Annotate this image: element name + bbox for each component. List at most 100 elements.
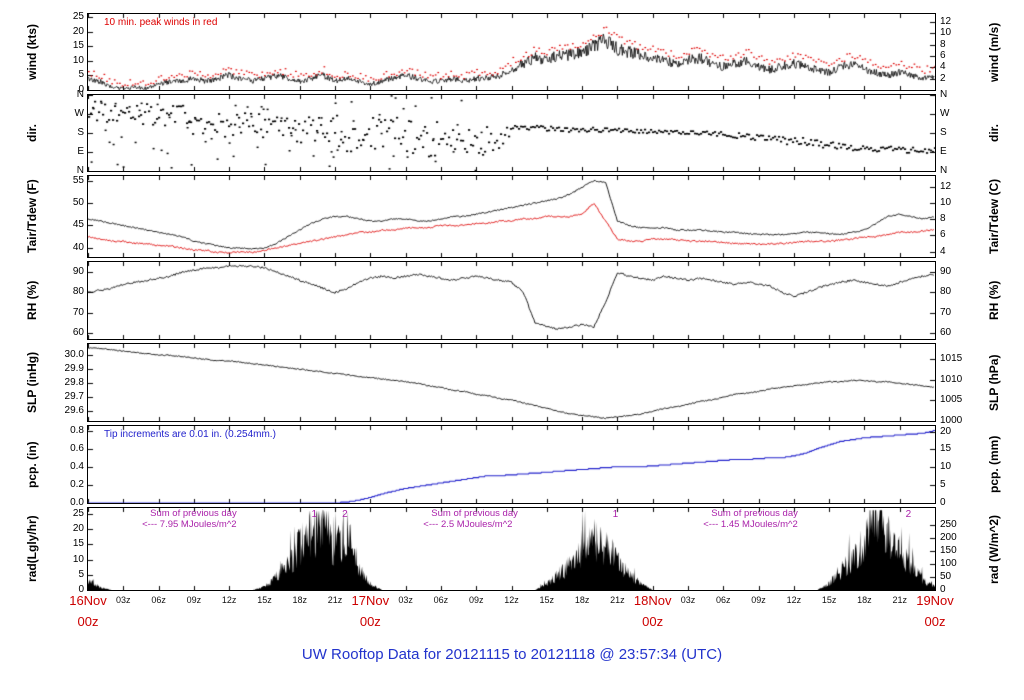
xtick-hour-21: 21z (327, 595, 343, 605)
dir-left-axis-label: dir. (25, 124, 39, 143)
tair-ytick-right-1: 6 (940, 229, 946, 241)
rh-plot-canvas (88, 262, 935, 339)
xtick-hour-12: 12z (221, 595, 237, 605)
rad-ytick-right-5: 250 (940, 518, 957, 530)
pcp-right-axis-label: pcp. (mm) (987, 435, 1001, 494)
xtick-hour-57: 09z (751, 595, 766, 605)
wind-ytick-right-5: 12 (940, 15, 952, 27)
pcp-ytick-right-3: 15 (940, 443, 952, 455)
wind-plot-canvas (88, 14, 935, 90)
xtick-hour-33: 09z (468, 595, 484, 605)
tair-ytick-left-2: 50 (72, 196, 84, 208)
pcp-ytick-right-1: 5 (940, 479, 946, 491)
xtick-hour-9: 09z (186, 595, 202, 605)
rad-ytick-right-1: 50 (940, 570, 952, 582)
xtick-hour-27: 03z (398, 595, 413, 605)
rh-ytick-right-1: 70 (940, 306, 952, 318)
xtick-hour-18: 18z (292, 595, 308, 605)
rad-sum-line2-0: <--- 7.95 MJoules/m^2 (142, 518, 237, 530)
xtick-hour-63: 15z (821, 595, 837, 605)
rad-sum-line2-2: <--- 1.45 MJoules/m^2 (703, 518, 798, 530)
panel-tair (87, 175, 936, 258)
pcp-ytick-right-4: 20 (940, 425, 952, 437)
slp-left-axis-label: SLP (inHg) (25, 351, 39, 414)
xtick-date-hour-72: 00z (924, 614, 946, 629)
pcp-ytick-right-0: 0 (940, 497, 946, 508)
rad-marker-3: 2 (905, 509, 912, 520)
tair-ytick-right-0: 4 (940, 245, 946, 257)
xtick-hour-30: 06z (433, 595, 449, 605)
pcp-ytick-left-0: 0.0 (70, 497, 84, 508)
slp-ytick-left-4: 30.0 (64, 349, 84, 361)
dir-ytick-right-3: W (940, 108, 950, 119)
rad-sum-line1-0: Sum of previous day (150, 508, 237, 519)
rad-ytick-left-2: 10 (72, 553, 84, 565)
xtick-hour-42: 18z (574, 595, 590, 605)
rad-left-axis-label: rad(Lgly/hr) (25, 515, 39, 583)
wind-right-axis-label: wind (m/s) (987, 22, 1001, 82)
dir-ytick-right-4: N (940, 89, 948, 100)
panel-rh (87, 261, 936, 340)
slp-ytick-right-2: 1010 (940, 373, 963, 385)
rh-ytick-right-3: 90 (940, 266, 952, 278)
dir-ytick-left-1: E (77, 146, 84, 157)
dir-ytick-left-3: W (74, 108, 84, 119)
xtick-date-hour-24: 00z (359, 614, 381, 629)
rad-ytick-left-0: 0 (78, 584, 84, 595)
xtick-date-hour-48: 00z (642, 614, 664, 629)
dir-ytick-left-0: N (76, 165, 84, 176)
wind-peak-note: 10 min. peak winds in red (104, 17, 218, 28)
xtick-hour-54: 06z (715, 595, 731, 605)
rh-ytick-right-2: 80 (940, 286, 952, 298)
rad-ytick-right-3: 150 (940, 544, 957, 556)
wind-ytick-left-1: 5 (78, 69, 84, 81)
figure-title: UW Rooftop Data for 20121115 to 20121118… (301, 646, 723, 663)
slp-right-axis-label: SLP (hPa) (987, 354, 1001, 411)
rad-sum-note-0: Sum of previous day <--- 7.95 MJoules/m^2 (142, 508, 237, 530)
panel-wind (87, 13, 936, 91)
rad-sum-note-1: Sum of previous day <--- 2.5 MJoules/m^2 (423, 508, 518, 530)
xtick-hour-45: 21z (610, 595, 625, 605)
wind-ytick-right-4: 10 (940, 27, 952, 39)
xtick-hour-6: 06z (151, 595, 166, 605)
tair-ytick-left-0: 40 (72, 242, 84, 253)
rh-ytick-left-2: 80 (72, 286, 84, 298)
wind-ytick-left-0: 0 (78, 84, 84, 95)
wind-ytick-right-2: 6 (940, 49, 946, 61)
dir-right-axis-label: dir. (987, 124, 1001, 143)
wind-ytick-left-4: 20 (72, 25, 84, 37)
rad-sum-line1-1: Sum of previous day (431, 508, 518, 519)
dir-ytick-right-2: S (940, 127, 947, 138)
rad-ytick-left-4: 20 (72, 523, 84, 535)
xtick-date-72: 19Nov (916, 593, 954, 608)
pcp-left-axis-label: pcp. (in) (25, 441, 39, 488)
xtick-hour-3: 03z (116, 595, 131, 605)
xtick-hour-60: 12z (786, 595, 802, 605)
xtick-date-0: 16Nov (69, 593, 107, 608)
rad-ytick-right-2: 100 (940, 557, 957, 569)
xtick-hour-36: 12z (504, 595, 519, 605)
xtick-date-48: 18Nov (633, 593, 672, 608)
tair-ytick-right-3: 10 (940, 196, 952, 208)
rad-ytick-left-3: 15 (72, 538, 84, 550)
wind-ytick-left-5: 25 (72, 10, 84, 22)
panel-rad (87, 507, 936, 591)
slp-ytick-right-3: 1015 (940, 353, 963, 364)
slp-ytick-right-1: 1005 (940, 394, 963, 406)
rad-ytick-left-1: 5 (78, 568, 84, 580)
rh-left-axis-label: RH (%) (25, 280, 39, 321)
xtick-hour-51: 03z (680, 595, 696, 605)
pcp-ytick-right-2: 10 (940, 461, 952, 473)
wind-ytick-left-2: 10 (72, 54, 84, 66)
pcp-ytick-left-1: 0.2 (70, 478, 84, 490)
pcp-ytick-left-4: 0.8 (70, 424, 84, 436)
xtick-date-24: 17Nov (351, 593, 390, 608)
dir-ytick-right-0: N (940, 165, 948, 176)
slp-ytick-left-0: 29.6 (64, 405, 84, 417)
tair-ytick-left-1: 45 (72, 219, 84, 231)
pcp-tip-note: Tip increments are 0.01 in. (0.254mm.) (104, 429, 276, 440)
panel-slp (87, 343, 936, 422)
pcp-ytick-left-2: 0.4 (70, 460, 84, 472)
slp-ytick-left-2: 29.8 (64, 377, 84, 389)
